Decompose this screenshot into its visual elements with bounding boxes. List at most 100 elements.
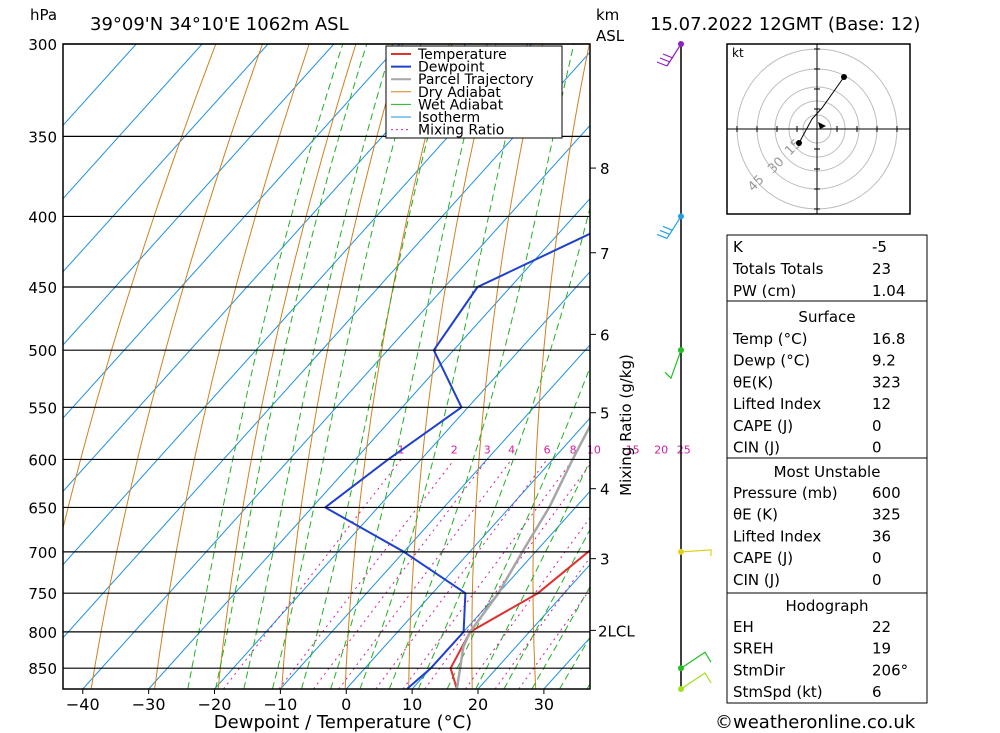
hodograph-row-label: SREH	[733, 640, 774, 658]
hodograph-row-label: EH	[733, 618, 754, 636]
k-index-label: K	[733, 238, 744, 256]
wet-adiabat-line	[187, 44, 344, 689]
surface-row-value: 16.8	[872, 330, 905, 348]
wind-barb-flag	[662, 53, 674, 59]
km-tick-label: 4	[600, 481, 610, 499]
mixing-ratio-line	[494, 556, 590, 689]
legend-entry: Dry Adiabat	[418, 85, 501, 101]
most-unstable-row-label: Lifted Index	[733, 527, 821, 545]
pressure-tick-label: 800	[28, 624, 57, 642]
hpa-unit-label: hPa	[30, 6, 57, 24]
wind-barb-flag	[656, 61, 668, 67]
pressure-tick-label: 450	[28, 279, 57, 297]
totals-totals-label: Totals Totals	[732, 260, 824, 278]
surface-row-label: Temp (°C)	[732, 330, 807, 348]
temperature-tick-label: −30	[132, 695, 166, 714]
isotherm-line	[63, 51, 590, 639]
isotherm-line	[411, 490, 590, 689]
isotherm-line	[63, 44, 467, 493]
hodograph-unit: kt	[732, 46, 744, 60]
pressure-tick-label: 550	[28, 399, 57, 417]
mixing-ratio-line	[424, 463, 590, 689]
wind-barb-flag	[662, 225, 674, 231]
temperature-tick-label: 30	[534, 695, 554, 714]
datetime-title: 15.07.2022 12GMT (Base: 12)	[650, 14, 920, 35]
surface-row-label: θE(K)	[733, 373, 773, 391]
temperature-tick-label: −10	[264, 695, 298, 714]
pressure-tick-label: 500	[28, 342, 57, 360]
most-unstable-row-value: 0	[872, 549, 882, 567]
wind-profile	[656, 41, 712, 692]
isotherm-line	[477, 563, 590, 689]
wind-barb-shaft	[666, 216, 682, 239]
legend-entry: Temperature	[417, 47, 507, 63]
surface-row-value: 0	[872, 439, 882, 457]
km-tick-label: 7	[600, 245, 610, 263]
dry-adiabat-line	[344, 44, 450, 689]
hodograph-table-title: Hodograph	[785, 597, 868, 615]
copyright: ©weatheronline.co.uk	[715, 712, 916, 733]
pressure-tick-label: 350	[28, 128, 57, 146]
mixing-ratio-label: 6	[544, 443, 551, 456]
hodograph-point	[841, 74, 847, 80]
mixing-ratio-label: 8	[570, 443, 577, 456]
dry-adiabat-line	[281, 44, 404, 689]
wet-adiabat-line	[271, 44, 422, 689]
wind-barb	[680, 549, 712, 556]
temperature-axis: −40 −30 −20 −10 0 10 20 30	[66, 689, 554, 714]
surface-row-value: 323	[872, 373, 901, 391]
isotherm-line	[345, 417, 590, 689]
wind-barb-shaft	[666, 43, 682, 67]
wet-adiabat-line	[359, 44, 528, 689]
pw-value: 1.04	[872, 282, 905, 300]
mixing-ratio-label: 20	[654, 443, 668, 456]
isotherm-line	[63, 44, 532, 566]
mixing-ratio-label: 25	[677, 443, 691, 456]
indices-tables: K -5 Totals Totals 23 PW (cm) 1.04 Surface Temp…	[726, 234, 928, 704]
isotherm-line	[63, 44, 401, 419]
mixing-ratio-labels: 1 2 3 4 6 8 10 15 20 25	[398, 443, 691, 456]
temperature-tick-label: 20	[468, 695, 488, 714]
isotherm-line	[63, 44, 269, 273]
isotherm-line	[148, 197, 590, 689]
hodograph-row-value: 22	[872, 618, 891, 636]
surface-row-value: 12	[872, 395, 891, 413]
temperature-tick-label: 0	[341, 695, 351, 714]
mixing-ratio-axis-title: Mixing Ratio (g/kg)	[617, 354, 635, 496]
location-title: 39°09'N 34°10'E 1062m ASL	[90, 14, 349, 35]
wet-adiabat-line	[215, 44, 368, 689]
lcl-label: 2LCL	[598, 622, 635, 640]
background-grid	[63, 44, 1000, 689]
dry-adiabat-line	[532, 44, 590, 689]
pressure-tick-label: 400	[28, 208, 57, 226]
mixing-ratio-label: 3	[484, 443, 491, 456]
most-unstable-row-label: θE (K)	[733, 506, 778, 524]
temperature-tick-label: −20	[198, 695, 232, 714]
km-unit-label: km	[596, 6, 619, 24]
legend-entry: Parcel Trajectory	[418, 72, 534, 88]
most-unstable-title: Most Unstable	[774, 463, 881, 481]
most-unstable-row-value: 600	[872, 484, 901, 502]
pressure-tick-label: 850	[28, 660, 57, 678]
isotherm-line	[82, 124, 590, 689]
hodograph-trace	[798, 76, 845, 144]
hodograph-row-value: 6	[872, 683, 882, 701]
most-unstable-row-label: CAPE (J)	[733, 549, 793, 567]
dry-adiabat-line	[408, 44, 497, 689]
pw-label: PW (cm)	[733, 282, 796, 300]
km-tick-label: 5	[600, 405, 610, 423]
dry-adiabat-line	[63, 44, 217, 531]
asl-unit-label: ASL	[596, 27, 625, 45]
surface-row-label: CAPE (J)	[733, 417, 793, 435]
km-tick-label: 8	[600, 160, 610, 178]
surface-row-label: CIN (J)	[733, 439, 780, 457]
dry-adiabat-line	[962, 44, 1000, 689]
dry-adiabat-line	[154, 44, 310, 689]
totals-totals-value: 23	[872, 260, 891, 278]
hodograph-row-label: StmDir	[733, 661, 786, 679]
pressure-tick-label: 600	[28, 451, 57, 469]
legend-entry: Wet Adiabat	[418, 97, 504, 113]
wet-adiabat-line	[475, 459, 590, 689]
